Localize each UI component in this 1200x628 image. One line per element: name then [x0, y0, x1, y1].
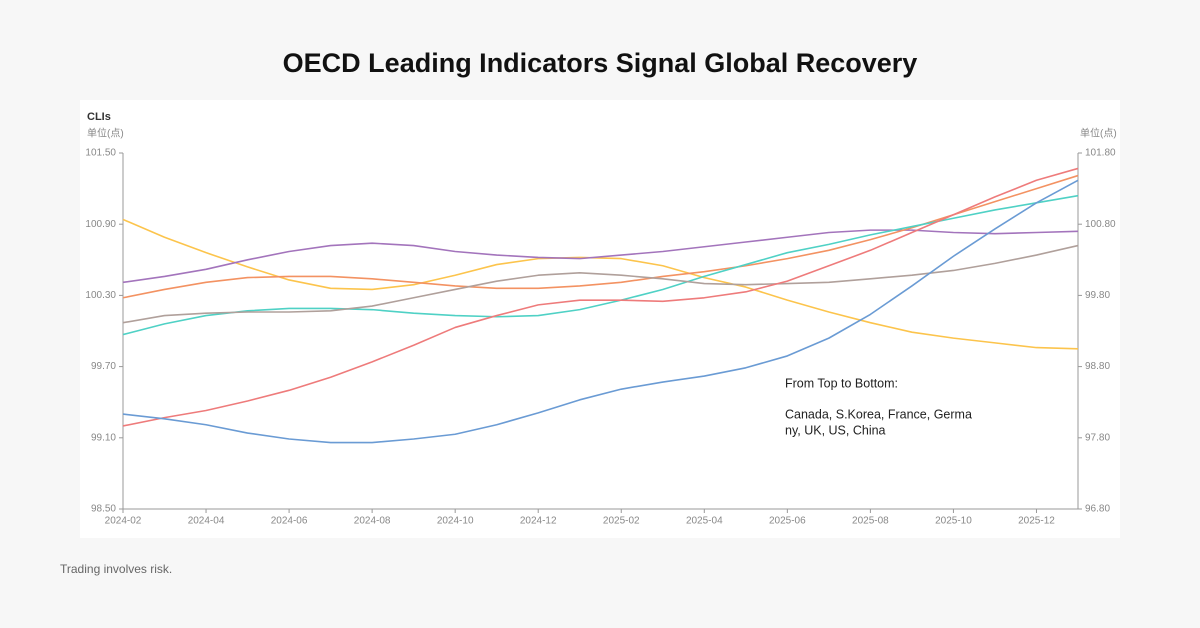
annotation: Canada, S.Korea, France, Germa [785, 407, 972, 421]
x-tick-label: 2025-10 [935, 516, 972, 527]
y-axis-label: CLIs [87, 111, 111, 123]
x-tick-label: 2025-04 [686, 516, 723, 527]
x-tick-label: 2024-08 [354, 516, 391, 527]
y2-tick-label: 96.80 [1085, 504, 1110, 515]
y2-tick-label: 101.80 [1085, 148, 1116, 159]
y2-tick-label: 98.80 [1085, 361, 1110, 372]
x-tick-label: 2025-02 [603, 516, 640, 527]
x-tick-label: 2024-02 [105, 516, 142, 527]
y-tick-label: 100.30 [85, 290, 116, 301]
line-series [122, 167, 1079, 427]
y-tick-label: 98.50 [91, 504, 116, 515]
annotation: ny, UK, US, China [785, 423, 886, 437]
x-tick-label: 2025-12 [1018, 516, 1055, 527]
x-tick-label: 2024-12 [520, 516, 557, 527]
chart-title: OECD Leading Indicators Signal Global Re… [283, 48, 918, 78]
x-tick-label: 2024-04 [188, 516, 225, 527]
x-tick-label: 2024-10 [437, 516, 474, 527]
line-series [122, 244, 1079, 324]
chart-panel [80, 100, 1120, 538]
y2-tick-label: 97.80 [1085, 432, 1110, 443]
y-tick-label: 99.70 [91, 361, 116, 372]
y-tick-label: 100.90 [85, 219, 116, 230]
y-axis-unit: 单位(点) [87, 127, 124, 140]
x-tick-label: 2025-08 [852, 516, 889, 527]
line-series [122, 179, 1079, 444]
line-series [122, 194, 1079, 336]
y2-tick-label: 100.80 [1085, 219, 1116, 230]
annotation: From Top to Bottom: [785, 376, 898, 390]
footer: Trading involves risk. [60, 562, 172, 576]
y-tick-label: 101.50 [85, 148, 116, 159]
line-series [122, 229, 1079, 284]
y2-tick-label: 99.80 [1085, 290, 1110, 301]
x-tick-label: 2024-06 [271, 516, 308, 527]
line-series [122, 218, 1079, 350]
x-tick-label: 2025-06 [769, 516, 806, 527]
y2-axis-unit: 单位(点) [1080, 127, 1117, 140]
y-tick-label: 99.10 [91, 432, 116, 443]
